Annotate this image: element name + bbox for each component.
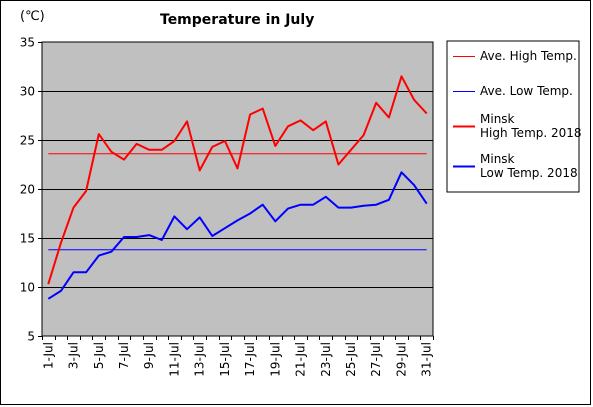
- legend-label-2: Ave. Low Temp.: [480, 84, 573, 98]
- x-tick-label: 23-Jul: [319, 342, 333, 377]
- y-tick-label: 30: [20, 85, 35, 99]
- x-tick-label: 7-Jul: [117, 342, 131, 369]
- y-tick-label: 25: [20, 134, 35, 148]
- x-tick-label: 21-Jul: [294, 342, 308, 377]
- chart-title: Temperature in July: [160, 12, 315, 28]
- legend-label-3: High Temp. 2018: [480, 126, 582, 140]
- y-tick-label: 10: [20, 281, 35, 295]
- x-tick-label: 9-Jul: [142, 342, 156, 369]
- legend-label-4: Minsk: [480, 152, 515, 166]
- legend-label-1: Ave. High Temp.: [480, 49, 577, 63]
- x-tick-label: 19-Jul: [268, 342, 282, 377]
- y-tick-label: 5: [27, 330, 35, 344]
- y-tick-label: 20: [20, 183, 35, 197]
- plot-area-layer: 5 10 15 20 25 30 35 1-Jul 3-Jul 5-Jul 7-Jul 9-Jul 11…: [20, 36, 434, 377]
- x-tick-label: 17-Jul: [243, 342, 257, 377]
- x-tick-label: 27-Jul: [369, 342, 383, 377]
- x-tick-label: 15-Jul: [218, 342, 232, 377]
- x-tick-label: 31-Jul: [420, 342, 434, 377]
- y-tick-label: 15: [20, 232, 35, 246]
- series-line-3: [47, 75, 428, 285]
- legend-label-4: Low Temp. 2018: [480, 166, 578, 180]
- x-tick-label: 5-Jul: [92, 342, 106, 369]
- series-line-4: [47, 171, 428, 300]
- x-tick-label: 11-Jul: [167, 342, 181, 377]
- y-axis-unit-label: (℃): [20, 9, 45, 24]
- x-tick-label: 29-Jul: [394, 342, 408, 377]
- x-tick-label: 13-Jul: [193, 342, 207, 377]
- x-tick-label: 25-Jul: [344, 342, 358, 377]
- x-tick-label: 1-Jul: [41, 342, 55, 369]
- x-tick-label: 3-Jul: [67, 342, 81, 369]
- legend-label-3: Minsk: [480, 112, 515, 126]
- y-tick-label: 35: [20, 36, 35, 50]
